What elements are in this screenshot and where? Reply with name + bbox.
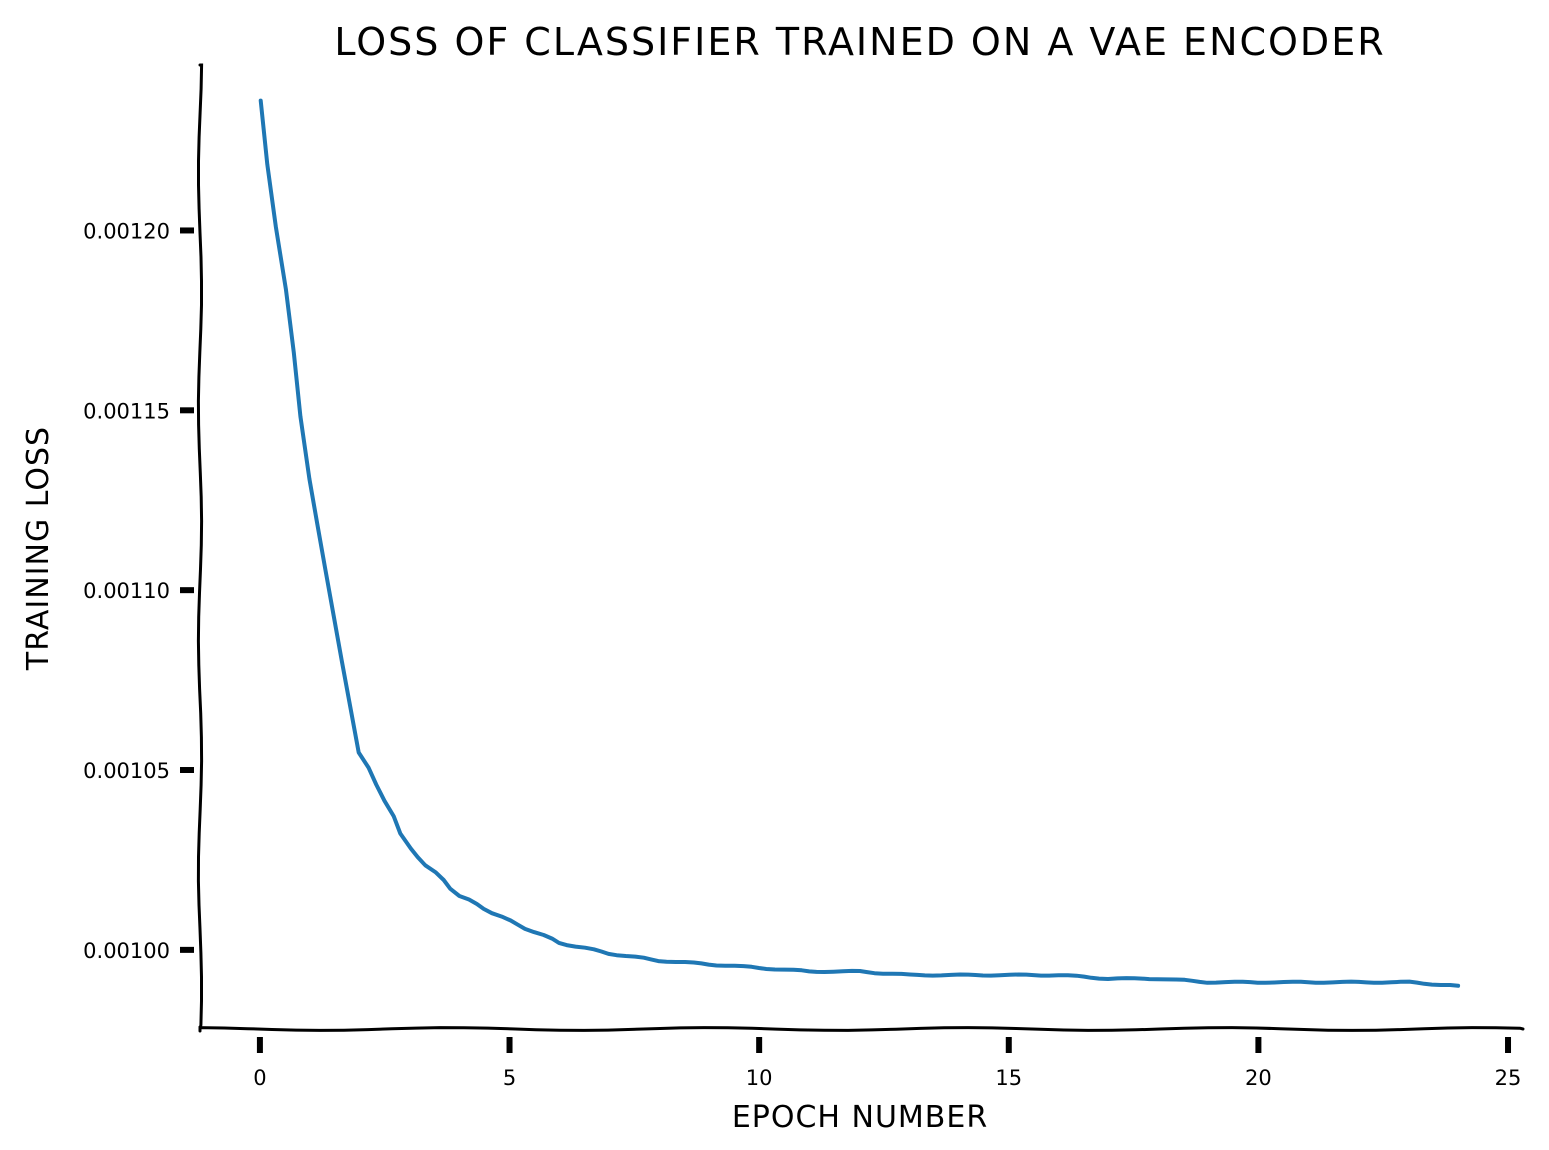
y-tick-label: 0.00110: [83, 579, 170, 603]
x-axis-label: EPOCH NUMBER: [732, 1100, 988, 1135]
y-tick-label: 0.00105: [83, 759, 170, 783]
x-axis-spine: [198, 1026, 1525, 1033]
x-axis-ticks: 0 5 10 15 20 25: [253, 1037, 1521, 1090]
series-group: [258, 98, 1461, 988]
x-tick-label: 5: [503, 1066, 516, 1090]
x-tick-label: 10: [746, 1066, 773, 1090]
x-tick-label: 20: [1245, 1066, 1272, 1090]
y-tick-label: 0.00115: [83, 399, 170, 423]
x-tick-label: 0: [253, 1066, 266, 1090]
y-axis-ticks: 0.00100 0.00105 0.00110 0.00115 0.00120: [83, 219, 194, 963]
y-axis-spine: [196, 63, 204, 1031]
y-tick-label: 0.00120: [83, 219, 170, 243]
series-line-0: [258, 98, 1461, 988]
x-tick-label: 25: [1495, 1066, 1522, 1090]
x-tick-label: 15: [995, 1066, 1022, 1090]
y-tick-label: 0.00100: [83, 939, 170, 963]
y-axis-label: TRAINING LOSS: [21, 426, 56, 671]
chart-title: LOSS OF CLASSIFIER TRAINED ON A VAE ENCO…: [334, 20, 1385, 64]
